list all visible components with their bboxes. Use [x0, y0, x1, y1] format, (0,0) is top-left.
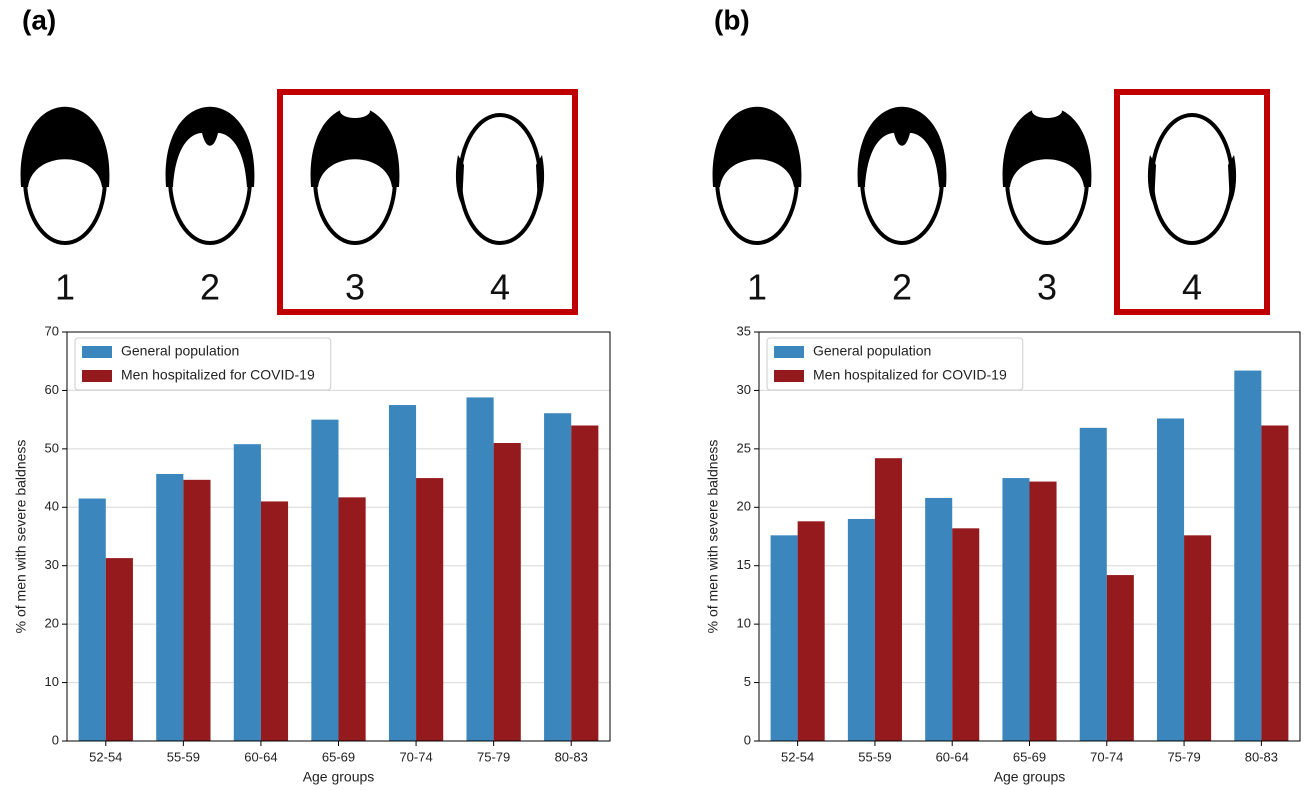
x-tick-label: 80-83 — [555, 749, 588, 764]
bald-spot — [340, 104, 370, 118]
bar — [1234, 371, 1261, 741]
x-tick-label: 55-59 — [167, 749, 200, 764]
y-tick-label: 60 — [45, 382, 59, 397]
bar — [771, 535, 798, 741]
stage-label: 3 — [1037, 267, 1057, 308]
stage-label: 2 — [892, 267, 912, 308]
panel-label: (b) — [714, 4, 750, 35]
bar — [952, 528, 979, 741]
bald-spot — [1032, 104, 1062, 118]
bar — [494, 443, 521, 741]
face — [1152, 115, 1232, 243]
bar — [1107, 575, 1134, 741]
y-tick-label: 10 — [45, 674, 59, 689]
legend-swatch — [774, 346, 804, 358]
legend-label: General population — [121, 343, 239, 359]
x-tick-label: 60-64 — [244, 749, 277, 764]
head-illustration — [1148, 115, 1236, 243]
x-tick-label: 80-83 — [1245, 749, 1278, 764]
legend-swatch — [82, 346, 112, 358]
head-illustration — [1003, 104, 1092, 243]
y-tick-label: 40 — [45, 499, 59, 514]
stage-label: 4 — [1182, 267, 1202, 308]
stage-label: 1 — [55, 267, 75, 308]
panel-label: (a) — [22, 4, 56, 35]
bar — [466, 397, 493, 741]
y-tick-label: 30 — [737, 382, 751, 397]
bar — [1080, 428, 1107, 741]
stage-label: 3 — [345, 267, 365, 308]
legend-swatch — [774, 370, 804, 382]
y-axis-label: % of men with severe baldness — [705, 440, 721, 634]
head-illustration — [311, 104, 400, 243]
bar — [1157, 418, 1184, 741]
x-tick-label: 55-59 — [858, 749, 891, 764]
legend-label: Men hospitalized for COVID-19 — [813, 367, 1007, 383]
bar — [1184, 535, 1211, 741]
x-axis-label: Age groups — [303, 769, 375, 785]
y-tick-label: 15 — [737, 557, 751, 572]
legend-label: Men hospitalized for COVID-19 — [121, 367, 315, 383]
bar — [1030, 482, 1057, 741]
head-illustration — [166, 107, 255, 243]
bar — [389, 405, 416, 741]
bar — [311, 420, 338, 741]
stage-label: 1 — [747, 267, 767, 308]
x-tick-label: 70-74 — [399, 749, 432, 764]
head-illustration — [456, 115, 544, 243]
y-axis-label: % of men with severe baldness — [13, 440, 29, 634]
bar — [261, 501, 288, 741]
figure: (a)123401020304050607052-5455-5960-6465-… — [0, 0, 1309, 790]
x-tick-label: 65-69 — [322, 749, 355, 764]
x-tick-label: 60-64 — [936, 749, 969, 764]
bar — [416, 478, 443, 741]
legend: General population Men hospitalized for C… — [767, 338, 1023, 390]
y-tick-label: 20 — [737, 499, 751, 514]
y-tick-label: 35 — [737, 323, 751, 338]
y-tick-label: 50 — [45, 440, 59, 455]
y-tick-label: 20 — [45, 616, 59, 631]
bar — [798, 521, 825, 741]
stage-label: 2 — [200, 267, 220, 308]
y-tick-label: 0 — [744, 732, 751, 747]
bar — [544, 413, 571, 741]
bar — [848, 519, 875, 741]
y-tick-label: 5 — [744, 674, 751, 689]
x-axis-label: Age groups — [994, 769, 1066, 785]
bar — [106, 558, 133, 741]
bar — [1261, 425, 1288, 741]
bar — [925, 498, 952, 741]
x-tick-label: 52-54 — [781, 749, 814, 764]
legend-swatch — [82, 370, 112, 382]
head-illustration — [713, 107, 802, 243]
face — [460, 115, 540, 243]
legend: General population Men hospitalized for C… — [75, 338, 331, 390]
y-tick-label: 0 — [52, 732, 59, 747]
bar — [234, 444, 261, 741]
bar — [79, 499, 106, 741]
head-illustration — [858, 107, 947, 243]
bar — [156, 474, 183, 741]
y-tick-label: 30 — [45, 557, 59, 572]
x-tick-label: 75-79 — [1167, 749, 1200, 764]
y-tick-label: 70 — [45, 323, 59, 338]
bar — [339, 497, 366, 741]
x-tick-label: 70-74 — [1090, 749, 1123, 764]
x-tick-label: 52-54 — [89, 749, 122, 764]
stage-label: 4 — [490, 267, 510, 308]
x-tick-label: 65-69 — [1013, 749, 1046, 764]
bar — [1002, 478, 1029, 741]
legend-label: General population — [813, 343, 931, 359]
bar — [571, 425, 598, 741]
head-illustration — [21, 107, 110, 243]
bar — [183, 480, 210, 741]
y-tick-label: 10 — [737, 616, 751, 631]
y-tick-label: 25 — [737, 440, 751, 455]
x-tick-label: 75-79 — [477, 749, 510, 764]
bar — [875, 458, 902, 741]
